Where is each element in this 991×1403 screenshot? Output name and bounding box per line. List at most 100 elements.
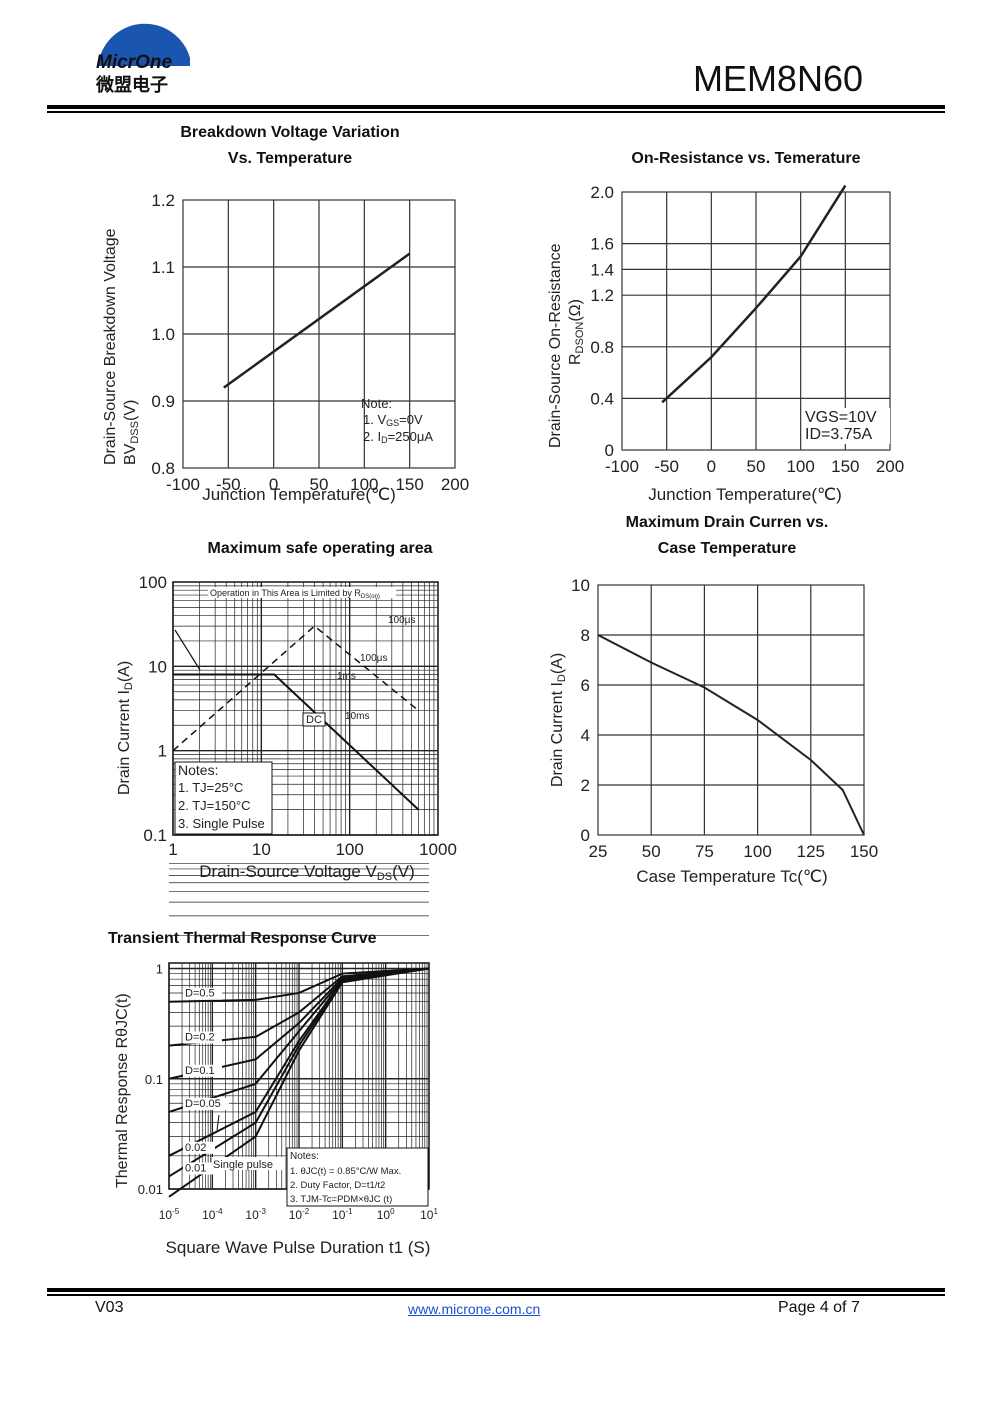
y-tick-label: 10 [571, 576, 590, 595]
soa-note-3: 3. Single Pulse [178, 816, 265, 831]
y-tick-label: 1.2 [151, 191, 175, 210]
logo-subtext: 微盟电子 [95, 74, 168, 95]
x-tick-label: 150 [831, 457, 859, 476]
x-tick-label: 200 [876, 457, 904, 476]
x-tick-label: 1000 [419, 840, 457, 859]
footer-website-link[interactable]: www.microne.com.cn [408, 1301, 541, 1317]
soa-notes-title: Notes: [178, 762, 218, 778]
breakdown-title-line1: Breakdown Voltage Variation [180, 124, 400, 141]
y-tick-label: 0 [605, 441, 614, 460]
header-rule-thin [47, 111, 945, 113]
soa-limit-note: Operation in This Area is Limited by RDS… [210, 588, 380, 600]
soa-label-10ms: 10ms [345, 711, 369, 722]
soa-limit-pointer [174, 629, 201, 671]
thermal-curve [168, 967, 430, 1047]
soa-title: Maximum safe operating area [207, 540, 433, 557]
onres-series-line [661, 184, 847, 404]
maxid-chart: Drain Current ID(A) 25 50 75 100 125 150 0 2 4 6 8… [549, 576, 878, 886]
logo-text: MicrOne [96, 52, 172, 73]
x-tick-label: 10 [252, 840, 271, 859]
soa-notes-box [174, 761, 273, 835]
x-tick-label: -100 [605, 457, 639, 476]
x-tick-label: 100 [743, 842, 771, 861]
thermal-curve-labels: D=0.5 D=0.2 D=0.1 D=0.05 0.02 0.01 [183, 987, 229, 1175]
thermal-title: Transient Thermal Response Curve [108, 930, 377, 947]
y-tick-label: 100 [139, 573, 167, 592]
maxid-ylabel: Drain Current ID(A) [549, 653, 568, 787]
curve-label-bg [183, 1064, 222, 1077]
x-tick-label: 0 [707, 457, 716, 476]
maxid-title: Maximum Drain Curren vs. Case Temperatur… [600, 514, 854, 558]
breakdown-ylabel-line2: BVDSS(V) [122, 400, 141, 465]
thermal-chart: Thermal Response RθJC(t) 10-5 10-4 10-3 10-… [114, 862, 438, 1257]
x-tick-label: 150 [850, 842, 878, 861]
x-tick-label: 150 [395, 475, 423, 494]
x-tick-label: 25 [589, 842, 608, 861]
thermal-note-3: 3. TJM-Tc=PDM×θJC (t) [290, 1194, 392, 1205]
thermal-xlabel: Square Wave Pulse Duration t1 (S) [166, 1238, 431, 1257]
maxid-grid [597, 584, 865, 836]
breakdown-grid [182, 199, 456, 469]
x-tick-label: -100 [166, 475, 200, 494]
soa-100us-dashed [172, 625, 419, 752]
onres-ylabel-line2: RDSON(Ω) [567, 299, 586, 365]
breakdown-note-title: Note: [361, 396, 392, 411]
maxid-xlabel: Case Temperature Tc(℃) [636, 867, 827, 886]
y-tick-label: 4 [581, 726, 590, 745]
x-tick-label: 10-1 [332, 1207, 353, 1222]
soa-note-1: 1. TJ=25°C [178, 780, 243, 795]
maxid-ticks: 25 50 75 100 125 150 0 2 4 6 8 10 [571, 576, 878, 861]
x-tick-label: 50 [747, 457, 766, 476]
thermal-curve [168, 967, 430, 1198]
soa-dc-line [173, 673, 420, 811]
x-tick-label: 100 [350, 475, 378, 494]
curve-label-bg [183, 1031, 222, 1044]
thermal-ylabel: Thermal Response RθJC(t) [114, 993, 131, 1188]
y-tick-label: 0.4 [590, 389, 614, 408]
y-tick-label: 0.1 [143, 826, 167, 845]
x-tick-label: 75 [695, 842, 714, 861]
breakdown-ticks: -100 -50 0 50 100 150 200 0.8 0.9 1.0 1.1 1.2 [151, 191, 469, 494]
thermal-notes-title: Notes: [290, 1151, 319, 1162]
breakdown-title: Breakdown Voltage Variation Vs. Temperat… [160, 124, 420, 168]
x-tick-label: 10-5 [159, 1207, 180, 1222]
breakdown-title-line2: Vs. Temperature [227, 150, 353, 167]
breakdown-note-2: 2. ID=250μA [363, 429, 433, 445]
x-tick-label: 0 [269, 475, 278, 494]
footer-version: V03 [95, 1299, 124, 1316]
footer-rule-thick [47, 1288, 945, 1292]
thermal-notes-box [286, 1147, 429, 1207]
x-tick-label: 100 [377, 1207, 395, 1222]
soa-label-100us-top: 100μs [388, 615, 415, 626]
y-tick-label: 2 [581, 776, 590, 795]
y-tick-label: 6 [581, 676, 590, 695]
maxid-title-line1: Maximum Drain Curren vs. [625, 514, 829, 531]
y-tick-label: 8 [581, 626, 590, 645]
thermal-pointer [216, 1114, 220, 1131]
curve-label: D=0.1 [185, 1065, 215, 1077]
y-tick-label: 1 [156, 962, 163, 977]
x-tick-label: 100 [786, 457, 814, 476]
onres-xlabel: Junction Temperature(℃) [648, 485, 842, 504]
x-tick-label: 10-3 [245, 1207, 266, 1222]
thermal-grid [168, 862, 430, 1190]
breakdown-xlabel: Junction Temperature(℃) [202, 485, 396, 504]
x-tick-label: 1 [168, 840, 177, 859]
footer-rule-thin [47, 1294, 945, 1296]
soa-dc-box [302, 712, 326, 727]
y-tick-label: 1.0 [151, 325, 175, 344]
onres-ticks: -100 -50 0 50 100 150 200 0 0.4 0.8 1.2 1.4 1.6 2.0 [590, 183, 904, 476]
y-tick-label: 1.4 [590, 260, 614, 279]
y-tick-label: 0.1 [145, 1072, 163, 1087]
curve-label: D=0.5 [185, 988, 215, 1000]
soa-label-1ms: 1ms [337, 671, 356, 682]
header-rule-thick [47, 105, 945, 109]
y-tick-label: 2.0 [590, 183, 614, 202]
maxid-title-line2: Case Temperature [657, 540, 797, 557]
x-tick-label: 125 [797, 842, 825, 861]
onres-cond-box [802, 408, 890, 444]
onres-cond-2: ID=3.75A [805, 426, 872, 443]
breakdown-ylabel-line1: Drain-Source Breakdown Voltage [102, 228, 119, 465]
y-tick-label: 1 [158, 742, 167, 761]
